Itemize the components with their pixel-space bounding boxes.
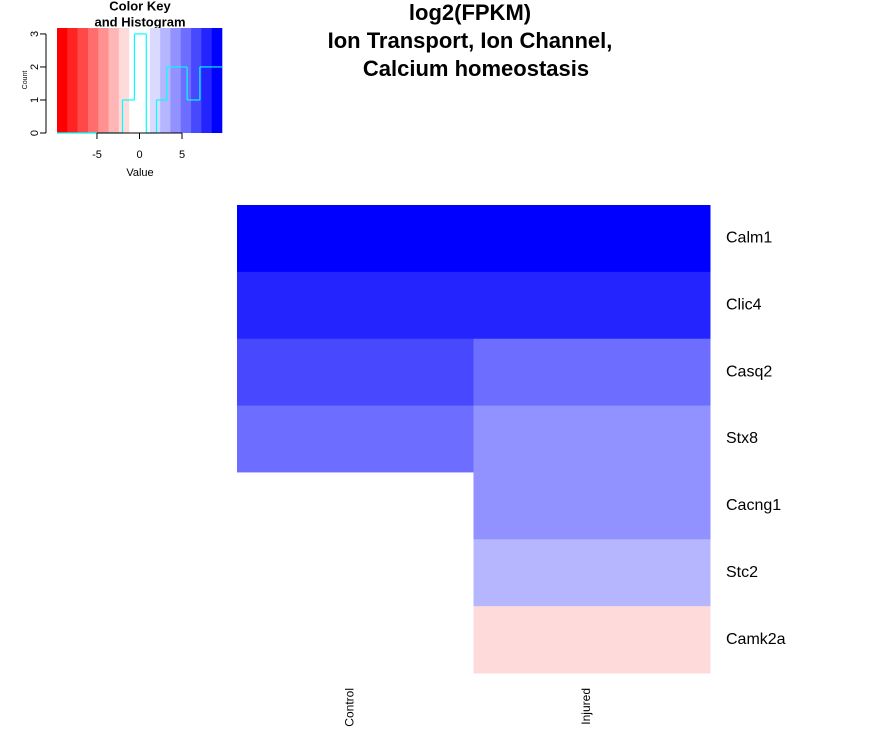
heatmap-cell (237, 205, 474, 273)
x-tick-label: 0 (136, 149, 142, 161)
y-axis-label: Count (22, 71, 29, 90)
x-tick-label: 5 (179, 149, 185, 161)
row-label: Stx8 (726, 430, 758, 447)
color-strip (160, 28, 171, 133)
heatmap-cell (473, 606, 711, 674)
color-strip (180, 28, 192, 133)
row-label: Camk2a (726, 631, 786, 648)
heatmap-cell (473, 338, 711, 407)
row-label: Clic4 (726, 297, 762, 314)
heatmap-cell (473, 472, 711, 540)
color-strip (67, 28, 78, 133)
column-label: Control (342, 688, 356, 727)
row-label: Casq2 (726, 363, 772, 380)
chart-title: Calcium homeostasis (363, 56, 589, 81)
y-tick-label: 0 (29, 130, 41, 136)
y-tick-label: 2 (29, 64, 41, 70)
color-strip (87, 28, 99, 133)
key-title: Color Key (109, 0, 171, 13)
heatmap-cell (473, 271, 711, 340)
heatmap-cell (237, 271, 474, 340)
chart-title: Ion Transport, Ion Channel, (328, 28, 613, 53)
heatmap-cell (237, 539, 474, 607)
row-label: Calm1 (726, 230, 772, 247)
color-strip (149, 28, 161, 133)
heatmap-cell (237, 338, 474, 407)
heatmap-cell (237, 405, 474, 473)
row-label: Cacng1 (726, 497, 781, 514)
heatmap-cell (473, 205, 711, 273)
color-strip (108, 28, 120, 133)
chart-title: log2(FPKM) (409, 0, 531, 25)
heatmap-cell (237, 472, 474, 540)
column-label: Injured (579, 688, 593, 725)
x-axis-label: Value (126, 167, 153, 179)
color-strip (77, 28, 89, 133)
color-strip (57, 28, 68, 133)
color-strip (170, 28, 182, 133)
heatmap-cell (473, 405, 711, 473)
y-tick-label: 3 (29, 31, 41, 37)
x-tick-label: -5 (92, 149, 102, 161)
y-tick-label: 1 (29, 97, 41, 103)
heatmap-cell (473, 539, 711, 607)
heatmap-cell (237, 606, 474, 674)
color-strip (191, 28, 202, 133)
row-label: Stc2 (726, 564, 758, 581)
color-strip (98, 28, 109, 133)
color-strip (201, 28, 212, 133)
color-strip (118, 28, 130, 133)
color-strip (139, 28, 151, 133)
color-strip (211, 28, 223, 133)
key-title: and Histogram (94, 14, 185, 29)
